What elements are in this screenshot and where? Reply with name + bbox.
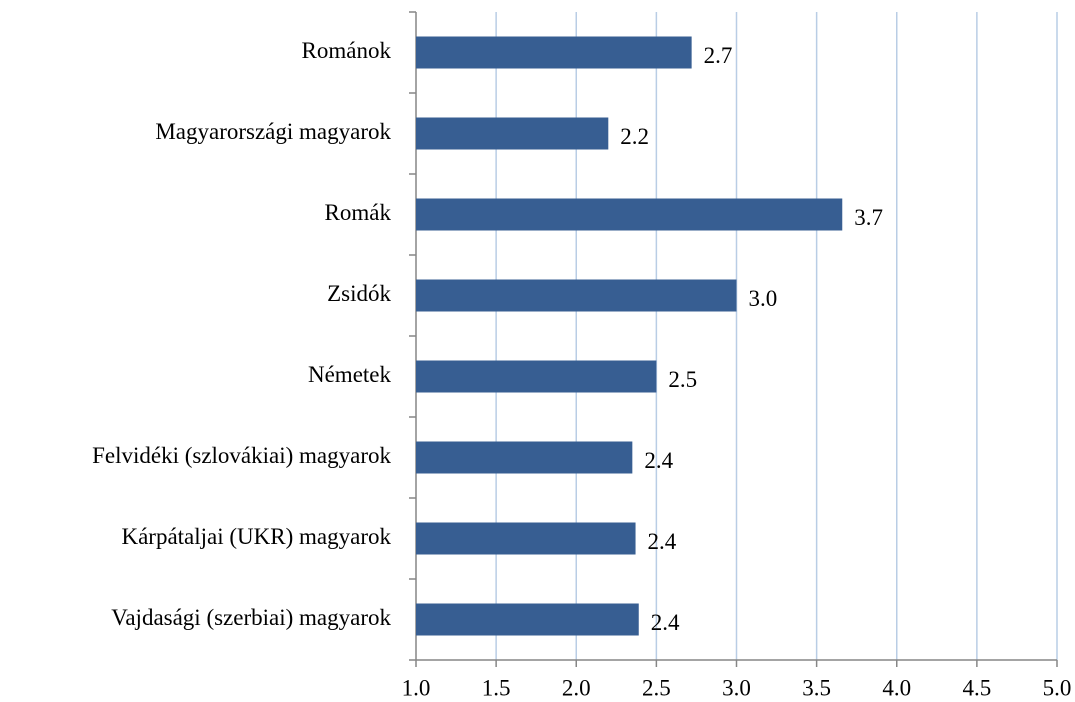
bar xyxy=(416,117,609,150)
x-tick-label: 4.0 xyxy=(882,675,911,700)
x-tick-label: 1.0 xyxy=(402,675,431,700)
bar xyxy=(416,360,657,393)
bar xyxy=(416,441,633,474)
x-tick-label: 1.5 xyxy=(482,675,511,700)
bar xyxy=(416,522,636,555)
y-tick-label: Zsidók xyxy=(327,281,391,306)
value-label: 3.0 xyxy=(749,286,778,311)
x-tick-label: 4.5 xyxy=(963,675,992,700)
x-tick-label: 2.0 xyxy=(562,675,591,700)
x-tick-label: 3.5 xyxy=(802,675,831,700)
y-tick-label: Magyarországi magyarok xyxy=(155,119,391,144)
bar xyxy=(416,36,692,69)
y-tick-label: Kárpátaljai (UKR) magyarok xyxy=(121,524,391,549)
value-label: 2.7 xyxy=(704,43,733,68)
y-tick-label: Felvidéki (szlovákiai) magyarok xyxy=(92,443,391,468)
bar xyxy=(416,198,843,231)
y-tick-label: Romák xyxy=(325,200,392,225)
value-label: 2.2 xyxy=(620,124,649,149)
value-label: 2.4 xyxy=(651,610,680,635)
y-tick-label: Németek xyxy=(308,362,392,387)
x-tick-label: 5.0 xyxy=(1043,675,1072,700)
y-tick-label: Vajdasági (szerbiai) magyarok xyxy=(111,605,391,630)
value-label: 2.5 xyxy=(668,367,697,392)
bar xyxy=(416,603,639,636)
value-label: 2.4 xyxy=(644,448,673,473)
y-tick-label: Románok xyxy=(302,38,392,63)
value-label: 3.7 xyxy=(854,205,883,230)
x-tick-label: 2.5 xyxy=(642,675,671,700)
value-label: 2.4 xyxy=(648,529,677,554)
x-tick-label: 3.0 xyxy=(722,675,751,700)
bar xyxy=(416,279,737,312)
